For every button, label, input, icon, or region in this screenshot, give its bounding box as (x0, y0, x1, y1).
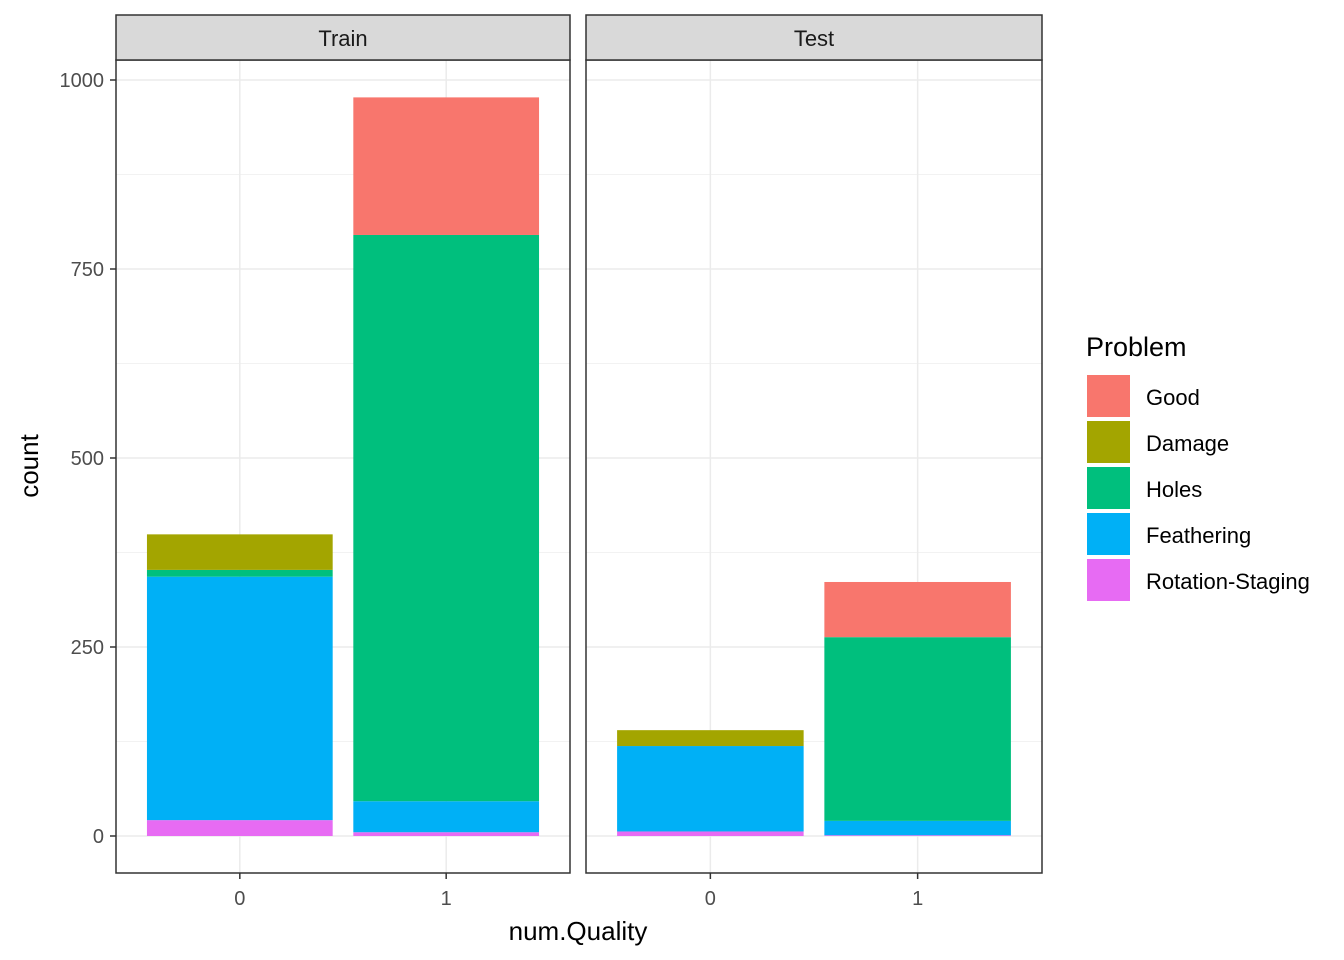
bar-segment-train-1-feathering (353, 801, 540, 833)
legend-label-feathering: Feathering (1146, 523, 1251, 548)
legend-key-holes (1087, 467, 1130, 509)
bar-segment-train-1-good (353, 97, 540, 235)
legend-label-rotation-staging: Rotation-Staging (1146, 569, 1310, 594)
x-tick-label: 1 (912, 888, 923, 910)
y-tick-label: 1000 (60, 70, 105, 92)
bar-segment-test-1-good (824, 581, 1011, 638)
legend: Problem Good Damage Holes Feathering Rotation… (1086, 332, 1310, 601)
bar-segment-train-0-holes (146, 569, 333, 577)
y-axis-title: count (14, 433, 44, 497)
panel-test: Test 0 1 (585, 14, 1043, 910)
legend-key-good (1087, 375, 1130, 417)
legend-label-damage: Damage (1146, 431, 1229, 456)
bar-segment-test-0-rotation-staging (617, 831, 804, 836)
bar-segment-train-0-rotation-staging (146, 820, 333, 836)
legend-label-holes: Holes (1146, 477, 1202, 502)
bar-segment-train-1-rotation-staging (353, 832, 540, 836)
facet-strip-label: Test (794, 26, 834, 51)
facet-strip (115, 14, 571, 61)
bar-segment-test-1-holes (824, 637, 1011, 821)
legend-key-damage (1087, 421, 1130, 463)
bar-segment-test-1-rotation-staging (824, 835, 1011, 836)
y-tick-label: 0 (93, 826, 104, 848)
y-tick-label: 500 (71, 448, 104, 470)
bar-segment-test-0-damage (617, 730, 804, 747)
x-tick-label: 1 (441, 888, 452, 910)
x-tick-label: 0 (234, 888, 245, 910)
x-axis-title: num.Quality (509, 916, 648, 946)
bar-segment-train-0-feathering (146, 576, 333, 821)
y-tick-label: 750 (71, 259, 104, 281)
legend-title: Problem (1086, 332, 1187, 362)
facet-strip-label: Train (318, 26, 367, 51)
bar-segment-train-1-holes (353, 234, 540, 802)
panel-layer: Train 0 1 0 250 500 750 1000 Test 0 1 (60, 14, 1043, 910)
panel-train: Train 0 1 0 250 500 750 1000 (60, 14, 571, 910)
legend-key-rotation-staging (1087, 559, 1130, 601)
legend-label-good: Good (1146, 385, 1200, 410)
x-tick-label: 0 (705, 888, 716, 910)
facet-strip (585, 14, 1043, 61)
legend-key-feathering (1087, 513, 1130, 555)
y-tick-label: 250 (71, 637, 104, 659)
bar-segment-test-1-feathering (824, 820, 1011, 836)
bar-segment-train-0-damage (146, 534, 333, 570)
bar-segment-test-0-feathering (617, 746, 804, 832)
